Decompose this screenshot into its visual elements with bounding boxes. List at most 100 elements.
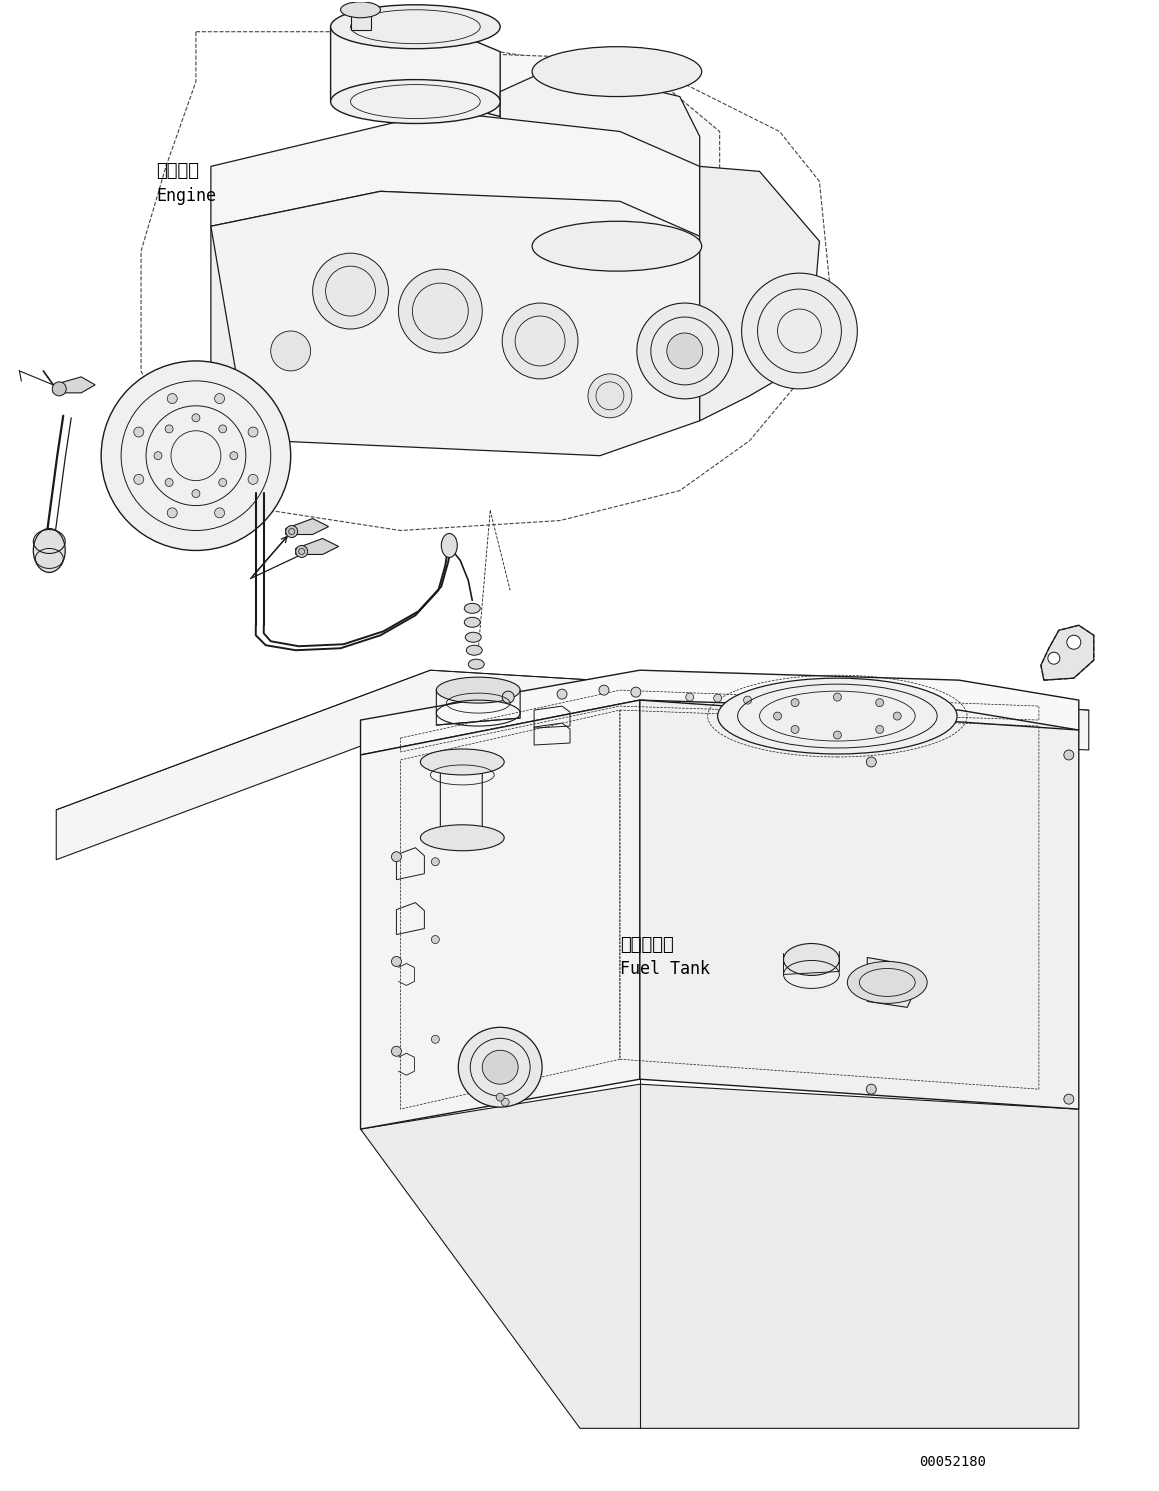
Ellipse shape: [34, 528, 65, 573]
Circle shape: [501, 1099, 509, 1106]
Polygon shape: [1041, 625, 1094, 680]
Circle shape: [876, 699, 883, 707]
Polygon shape: [57, 669, 1088, 860]
Circle shape: [248, 474, 258, 485]
Ellipse shape: [330, 4, 501, 49]
Ellipse shape: [717, 678, 957, 754]
Text: Engine: Engine: [156, 188, 216, 206]
Circle shape: [773, 713, 781, 720]
Polygon shape: [286, 519, 329, 534]
Ellipse shape: [532, 221, 701, 271]
Circle shape: [431, 1035, 439, 1044]
Ellipse shape: [847, 962, 927, 1003]
Polygon shape: [867, 957, 919, 1008]
Text: Fuel Tank: Fuel Tank: [620, 960, 710, 978]
Circle shape: [1064, 1094, 1073, 1105]
Ellipse shape: [330, 79, 501, 124]
Circle shape: [219, 425, 227, 432]
Circle shape: [214, 508, 225, 517]
Polygon shape: [640, 701, 1079, 1109]
Polygon shape: [360, 1084, 1079, 1428]
Circle shape: [296, 546, 307, 558]
Ellipse shape: [465, 617, 480, 628]
Ellipse shape: [465, 632, 481, 643]
Ellipse shape: [742, 273, 858, 389]
Polygon shape: [360, 669, 1079, 754]
Ellipse shape: [399, 270, 482, 353]
Circle shape: [894, 713, 902, 720]
Ellipse shape: [783, 944, 839, 975]
Circle shape: [792, 699, 799, 707]
Circle shape: [165, 425, 173, 432]
Circle shape: [866, 757, 876, 766]
Circle shape: [431, 935, 439, 944]
Circle shape: [167, 394, 177, 404]
Circle shape: [154, 452, 162, 459]
Circle shape: [431, 857, 439, 866]
Polygon shape: [296, 538, 338, 555]
Circle shape: [229, 452, 238, 459]
Polygon shape: [330, 27, 501, 116]
Polygon shape: [501, 67, 700, 271]
Circle shape: [686, 693, 694, 701]
Circle shape: [248, 426, 258, 437]
Circle shape: [214, 394, 225, 404]
Ellipse shape: [101, 361, 291, 550]
Circle shape: [133, 426, 144, 437]
Circle shape: [286, 525, 298, 537]
Circle shape: [192, 414, 199, 422]
Text: 00052180: 00052180: [919, 1455, 986, 1469]
Ellipse shape: [421, 748, 504, 775]
Circle shape: [496, 1093, 504, 1102]
Ellipse shape: [465, 604, 480, 613]
Ellipse shape: [436, 677, 520, 704]
Polygon shape: [360, 701, 640, 1129]
Ellipse shape: [588, 374, 632, 417]
Ellipse shape: [421, 825, 504, 851]
Circle shape: [866, 1084, 876, 1094]
Text: エンジン: エンジン: [156, 163, 199, 180]
Ellipse shape: [502, 303, 578, 379]
Ellipse shape: [666, 332, 702, 368]
Text: 燃料タンク: 燃料タンク: [620, 935, 673, 954]
Circle shape: [502, 692, 515, 704]
Polygon shape: [350, 10, 371, 30]
Ellipse shape: [313, 253, 388, 330]
Circle shape: [219, 479, 227, 486]
Circle shape: [833, 731, 841, 740]
Circle shape: [52, 382, 66, 395]
Circle shape: [192, 489, 199, 498]
Ellipse shape: [442, 534, 458, 558]
Circle shape: [133, 474, 144, 485]
Polygon shape: [321, 167, 501, 221]
Ellipse shape: [482, 1050, 518, 1084]
Circle shape: [392, 957, 401, 966]
Circle shape: [392, 851, 401, 862]
Polygon shape: [421, 52, 720, 291]
Circle shape: [599, 686, 608, 695]
Polygon shape: [700, 167, 819, 420]
Ellipse shape: [532, 46, 701, 97]
Circle shape: [833, 693, 841, 701]
Circle shape: [1066, 635, 1081, 649]
Ellipse shape: [636, 303, 732, 398]
Circle shape: [876, 726, 883, 734]
Ellipse shape: [341, 1, 380, 18]
Ellipse shape: [458, 1027, 542, 1108]
Ellipse shape: [468, 659, 484, 669]
Circle shape: [167, 508, 177, 517]
Ellipse shape: [271, 331, 311, 371]
Circle shape: [392, 1047, 401, 1056]
Circle shape: [165, 479, 173, 486]
Ellipse shape: [466, 646, 482, 655]
Circle shape: [557, 689, 567, 699]
Circle shape: [714, 695, 722, 702]
Polygon shape: [211, 112, 700, 236]
Polygon shape: [53, 377, 95, 392]
Circle shape: [1064, 750, 1073, 760]
Circle shape: [630, 687, 641, 698]
Circle shape: [744, 696, 751, 704]
Circle shape: [792, 726, 799, 734]
Polygon shape: [211, 191, 700, 456]
Polygon shape: [211, 227, 271, 510]
